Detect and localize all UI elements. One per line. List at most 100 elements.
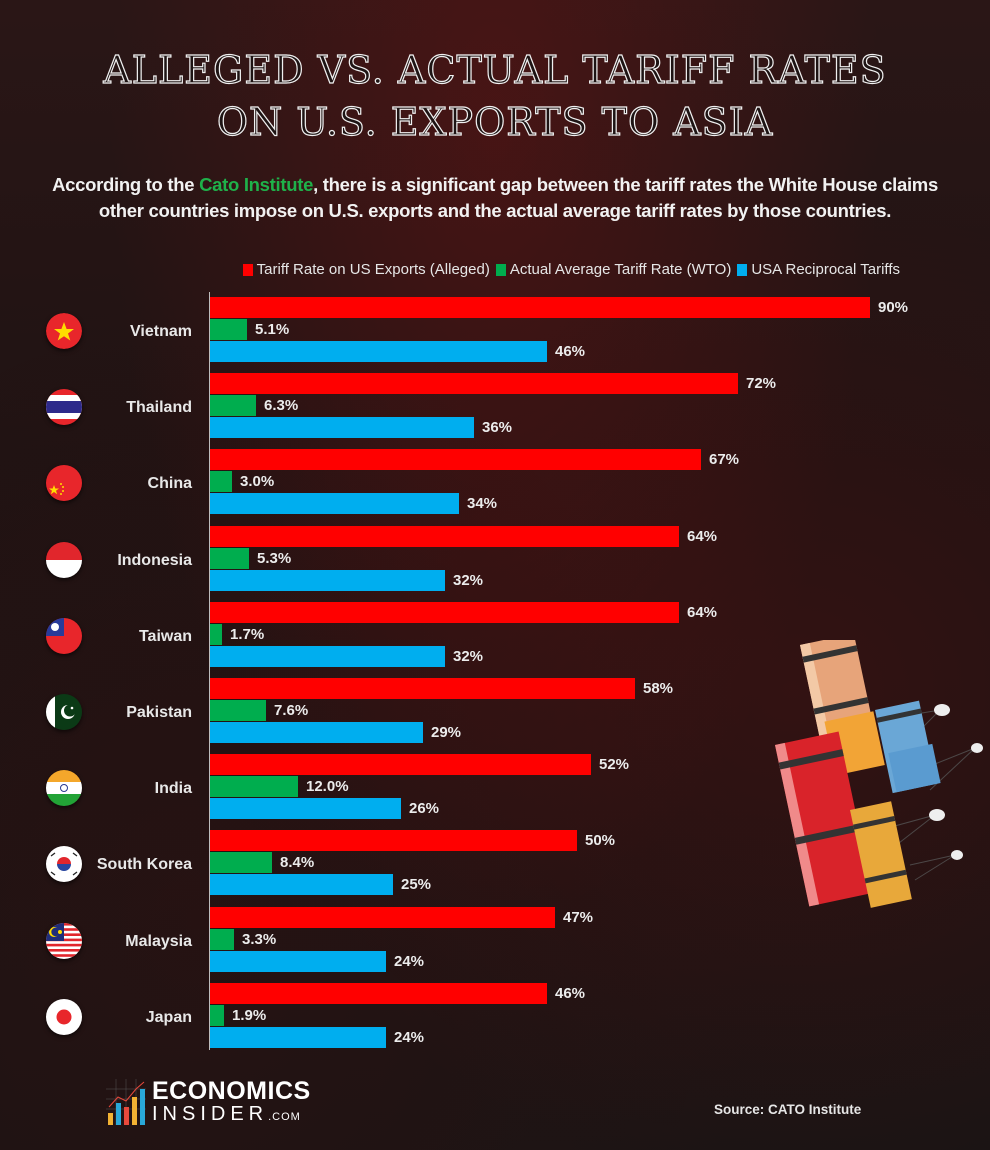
actual-value-label: 6.3% xyxy=(264,397,299,415)
reciprocal-value-label: 46% xyxy=(555,343,586,360)
reciprocal-tariff-bar xyxy=(210,417,474,439)
alleged-value-label: 67% xyxy=(709,451,740,469)
bar-group-pakistan: Pakistan 58% 7.6% 29% xyxy=(0,678,990,754)
thailand-flag-icon xyxy=(46,389,82,426)
country-label: Malaysia xyxy=(125,932,192,950)
malaysia-flag-icon xyxy=(46,922,82,959)
legend-item-alleged: Tariff Rate on US Exports (Alleged) xyxy=(242,261,490,278)
alleged-tariff-bar xyxy=(210,906,555,928)
actual-tariff-bar xyxy=(210,776,298,798)
alleged-tariff-bar xyxy=(210,601,679,623)
actual-tariff-bar xyxy=(210,1004,224,1026)
bar-group-malaysia: Malaysia 47% 3.3% 24% xyxy=(0,906,990,983)
reciprocal-tariff-bar xyxy=(210,722,423,743)
logo-wordmark-bottom: INSIDER.COM xyxy=(152,1103,301,1126)
actual-value-label: 1.9% xyxy=(232,1006,267,1024)
alleged-tariff-bar xyxy=(210,678,635,699)
actual-tariff-bar xyxy=(210,928,234,950)
reciprocal-tariff-bar xyxy=(210,798,401,820)
legend-item-actual: Actual Average Tariff Rate (WTO) xyxy=(495,261,732,278)
country-label: Japan xyxy=(145,1008,192,1026)
actual-value-label: 1.7% xyxy=(230,625,265,643)
actual-tariff-bar xyxy=(210,395,256,417)
alleged-value-label: 90% xyxy=(878,299,909,316)
alleged-value-label: 72% xyxy=(746,375,777,393)
reciprocal-value-label: 32% xyxy=(453,571,484,589)
reciprocal-value-label: 24% xyxy=(394,1028,425,1046)
country-label: Vietnam xyxy=(130,323,192,340)
alleged-value-label: 46% xyxy=(555,984,586,1002)
reciprocal-value-label: 29% xyxy=(431,724,462,741)
alleged-tariff-bar xyxy=(210,297,870,318)
india-flag-icon xyxy=(46,770,82,807)
alleged-tariff-bar xyxy=(210,373,738,395)
reciprocal-value-label: 24% xyxy=(394,952,425,970)
reciprocal-tariff-bar xyxy=(210,950,386,972)
economics-insider-logo: ECONOMICS INSIDER.COM xyxy=(106,1077,326,1127)
reciprocal-tariff-bar xyxy=(210,1026,386,1048)
legend-label: USA Reciprocal Tariffs xyxy=(751,261,900,278)
legend-swatch-red xyxy=(242,263,253,276)
country-label: Indonesia xyxy=(117,551,192,569)
bar-group-vietnam: Vietnam 90% 5.1% 46% xyxy=(0,297,990,373)
actual-tariff-bar xyxy=(210,623,222,645)
reciprocal-tariff-bar xyxy=(210,341,547,362)
reciprocal-value-label: 36% xyxy=(482,419,513,437)
alleged-tariff-bar xyxy=(210,525,679,547)
pakistan-flag-icon xyxy=(46,694,82,730)
legend-item-reciprocal: USA Reciprocal Tariffs xyxy=(737,261,900,278)
legend-label: Tariff Rate on US Exports (Alleged) xyxy=(256,261,490,278)
japan-flag-icon xyxy=(46,998,82,1035)
actual-value-label: 5.3% xyxy=(257,549,292,567)
reciprocal-value-label: 32% xyxy=(453,647,484,665)
indonesia-flag-icon xyxy=(46,541,82,578)
alleged-tariff-bar xyxy=(210,982,547,1004)
bar-group-india: India 52% 12.0% 26% xyxy=(0,754,990,830)
y-axis-line xyxy=(209,292,210,1050)
country-label: Thailand xyxy=(126,399,192,417)
country-label: Pakistan xyxy=(126,704,192,721)
title-line-2: on U.S. Exports to Asia xyxy=(216,99,774,144)
chart-logo-icon xyxy=(106,1079,146,1125)
subtitle-suffix: , there is a significant gap between the… xyxy=(98,174,938,221)
actual-tariff-bar xyxy=(210,319,247,340)
reciprocal-value-label: 26% xyxy=(409,800,440,818)
legend-swatch-blue xyxy=(737,263,748,276)
bar-group-taiwan: Taiwan 64% 1.7% 32% xyxy=(0,601,990,678)
bar-group-indonesia: Indonesia 64% 5.3% 32% xyxy=(0,525,990,602)
country-label: China xyxy=(147,475,192,493)
china-flag-icon xyxy=(46,465,82,502)
reciprocal-value-label: 34% xyxy=(467,495,498,513)
actual-value-label: 7.6% xyxy=(274,702,309,719)
actual-value-label: 3.3% xyxy=(242,930,277,948)
alleged-value-label: 58% xyxy=(643,680,674,697)
taiwan-flag-icon xyxy=(46,617,82,654)
alleged-tariff-bar xyxy=(210,754,591,776)
vietnam-flag-icon xyxy=(46,313,82,349)
legend-label: Actual Average Tariff Rate (WTO) xyxy=(509,261,732,278)
title-line-1: Alleged vs. Actual Tariff Rates xyxy=(103,47,887,92)
alleged-tariff-bar xyxy=(210,449,701,471)
logo-insider-text: INSIDER xyxy=(152,1103,269,1125)
chart-subtitle: According to the Cato Institute, there i… xyxy=(40,172,950,224)
shipping-containers-illustration xyxy=(770,633,990,920)
bar-group-thailand: Thailand 72% 6.3% 36% xyxy=(0,373,990,449)
chart-legend: Tariff Rate on US Exports (Alleged) Actu… xyxy=(0,261,900,278)
bar-group-south-korea: South Korea 50% 8.4% 25% xyxy=(0,830,990,906)
reciprocal-value-label: 25% xyxy=(401,876,432,894)
reciprocal-tariff-bar xyxy=(210,874,393,896)
actual-value-label: 12.0% xyxy=(306,778,349,796)
actual-tariff-bar xyxy=(210,852,272,874)
legend-swatch-green xyxy=(495,263,506,276)
reciprocal-tariff-bar xyxy=(210,493,459,515)
country-label: India xyxy=(154,780,192,798)
alleged-value-label: 52% xyxy=(599,756,630,774)
alleged-value-label: 64% xyxy=(687,527,718,545)
actual-value-label: 5.1% xyxy=(255,321,290,338)
subtitle-prefix: According to the xyxy=(52,174,200,195)
alleged-tariff-bar xyxy=(210,830,577,852)
bar-group-japan: Japan 46% 1.9% 24% xyxy=(0,982,990,1059)
reciprocal-tariff-bar xyxy=(210,569,445,591)
country-label: Taiwan xyxy=(138,627,192,645)
alleged-value-label: 64% xyxy=(687,603,718,621)
